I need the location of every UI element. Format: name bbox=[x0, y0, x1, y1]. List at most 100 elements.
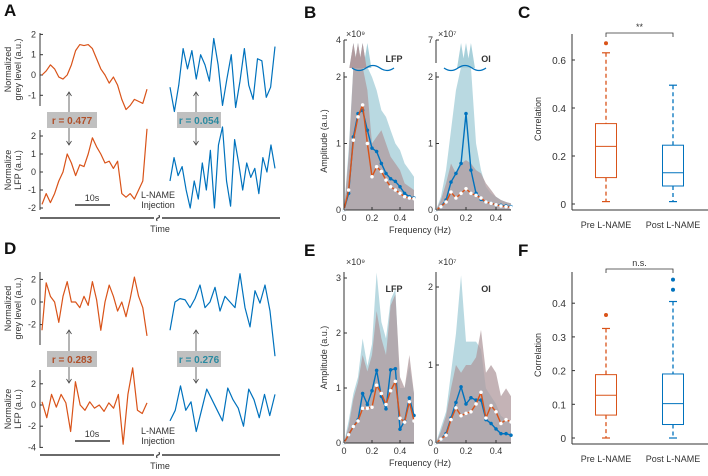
post-lfp-trace bbox=[169, 126, 276, 209]
x-tick-label: 0.2 bbox=[460, 213, 473, 223]
exponent-label: ×10⁹ bbox=[346, 29, 365, 39]
y-tick-label: 0.2 bbox=[552, 152, 566, 163]
oi-pre-data-point bbox=[459, 191, 463, 196]
lfp-post-data-point bbox=[398, 184, 402, 189]
event-label: L-NAME bbox=[141, 426, 175, 436]
lfp-post-data-point bbox=[398, 427, 402, 432]
lfp-post-data-point bbox=[388, 176, 393, 181]
oi-pre-data-point bbox=[444, 433, 448, 438]
lfp-subplot-title: LFP bbox=[386, 284, 403, 294]
lfp-post-data-point bbox=[374, 368, 379, 373]
y-tick-label: 0.3 bbox=[552, 333, 566, 344]
oi-subplot-title: OI bbox=[481, 284, 491, 294]
lfp-pre-data-point bbox=[360, 406, 365, 411]
oi-post-data-point bbox=[504, 431, 508, 436]
lfp-pre-error-band bbox=[344, 294, 414, 443]
oi-pre-data-point bbox=[459, 413, 463, 418]
pre-outlier-point bbox=[604, 41, 608, 46]
x-category-label: Post L-NAME bbox=[646, 220, 701, 230]
x-tick-label: 0.4 bbox=[490, 446, 503, 456]
oi-pre-data-point bbox=[464, 186, 468, 191]
oi-pre-data-point bbox=[444, 200, 448, 204]
y-tick-label: 2 bbox=[336, 72, 341, 82]
oi-pre-mean-line bbox=[435, 391, 512, 444]
oi-pre-data-point bbox=[479, 196, 483, 200]
lfp-pre-data-point bbox=[346, 188, 351, 192]
lfp-pre-data-point bbox=[393, 188, 398, 192]
lfp-post-data-point bbox=[370, 388, 374, 393]
y-tick-label: 2 bbox=[336, 328, 341, 338]
significance-bracket bbox=[605, 32, 674, 37]
lfp-pre-data-point bbox=[407, 196, 412, 200]
y-tick-label: 0.4 bbox=[552, 299, 566, 310]
y-tick-label: -2 bbox=[28, 203, 36, 213]
lfp-pre-data-point bbox=[388, 388, 393, 393]
pre-correlation-value: r = 0.283 bbox=[52, 355, 93, 366]
pre-box bbox=[595, 123, 617, 179]
y-axis-label: LFP (a.u.) bbox=[13, 389, 23, 429]
y-tick-label: 0 bbox=[336, 205, 341, 215]
oi-pre-data-point bbox=[499, 204, 503, 208]
oi-post-data-point bbox=[459, 385, 463, 389]
oi-post-data-point bbox=[469, 168, 473, 172]
lfp-pre-data-point bbox=[412, 196, 416, 201]
scale-bar-label: 10s bbox=[85, 193, 100, 203]
oi-pre-data-point bbox=[494, 202, 498, 207]
x-tick-label: 0.4 bbox=[394, 213, 407, 223]
lfp-post-data-point bbox=[384, 171, 388, 176]
y-tick-label: 0 bbox=[428, 205, 433, 215]
oi-post-data-point bbox=[464, 111, 468, 116]
lfp-pre-data-point bbox=[365, 141, 370, 146]
oi-post-data-point bbox=[449, 180, 453, 184]
y-axis-label: grey level (a.u.) bbox=[13, 38, 23, 100]
x-tick-label: 0.4 bbox=[490, 213, 503, 223]
lfp-pre-band-peak bbox=[358, 43, 367, 68]
oi-pre-data-point bbox=[494, 409, 498, 414]
axis-break-icon bbox=[156, 214, 160, 222]
oi-pre-data-point bbox=[474, 193, 478, 198]
lfp-pre-data-point bbox=[402, 194, 407, 199]
y-tick-label: 0.6 bbox=[552, 56, 566, 67]
y-tick-label: 1 bbox=[31, 50, 36, 60]
lfp-post-data-point bbox=[393, 366, 398, 371]
oi-pre-data-point bbox=[489, 403, 493, 408]
correlation-box bbox=[177, 351, 221, 367]
lfp-pre-data-point bbox=[388, 184, 393, 189]
lfp-pre-mean-line bbox=[343, 104, 415, 211]
lfp-pre-mean-line bbox=[343, 380, 415, 444]
lfp-pre-data-point bbox=[351, 424, 356, 429]
lfp-pre-data-point bbox=[351, 138, 356, 142]
oi-pre-data-point bbox=[439, 204, 443, 209]
y-tick-label: 0.1 bbox=[552, 400, 566, 411]
y-axis-label: Correlation bbox=[533, 333, 543, 377]
lfp-pre-data-point bbox=[402, 420, 407, 424]
pre-grey-level-trace bbox=[41, 43, 148, 111]
x-category-label: Post L-NAME bbox=[646, 454, 701, 464]
lfp-pre-data-point bbox=[365, 406, 370, 411]
y-tick-label: 0 bbox=[31, 297, 36, 307]
oi-pre-data-point bbox=[439, 437, 443, 441]
lfp-post-data-point bbox=[393, 179, 398, 184]
y-tick-label: 2 bbox=[31, 274, 36, 284]
y-axis-label: LFP (a.u.) bbox=[13, 150, 23, 190]
event-label: Injection bbox=[141, 436, 175, 446]
post-outlier-point bbox=[671, 287, 675, 292]
y-tick-label: 2 bbox=[428, 282, 433, 292]
post-lfp-trace bbox=[169, 385, 276, 433]
lfp-pre-data-point bbox=[370, 405, 374, 410]
y-tick-label: 0 bbox=[560, 434, 566, 445]
y-tick-label: 7 bbox=[428, 35, 433, 45]
oi-pre-data-point bbox=[449, 190, 453, 194]
oi-pre-data-point bbox=[454, 196, 458, 200]
panel-label-e: E bbox=[304, 241, 315, 260]
y-tick-label: -2 bbox=[28, 421, 36, 431]
lfp-pre-data-point bbox=[398, 191, 402, 196]
y-axis-label: Normalized bbox=[3, 286, 13, 332]
lfp-post-data-point bbox=[379, 161, 384, 166]
lfp-pre-data-point bbox=[379, 169, 384, 174]
post-box bbox=[662, 144, 684, 187]
y-tick-label: 1 bbox=[31, 149, 36, 159]
oi-pre-data-point bbox=[489, 201, 493, 206]
y-tick-label: 1 bbox=[428, 360, 433, 370]
